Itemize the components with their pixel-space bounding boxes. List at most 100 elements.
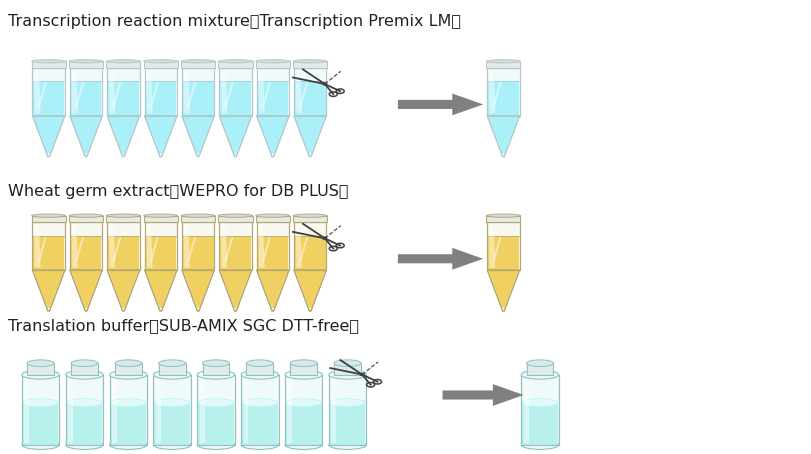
Polygon shape <box>154 403 190 445</box>
Polygon shape <box>241 375 278 445</box>
Ellipse shape <box>69 59 103 63</box>
Polygon shape <box>144 61 178 68</box>
Ellipse shape <box>71 360 98 366</box>
Polygon shape <box>256 222 289 270</box>
Polygon shape <box>257 116 288 153</box>
Ellipse shape <box>197 440 234 449</box>
Polygon shape <box>70 222 102 270</box>
Polygon shape <box>153 375 191 445</box>
Polygon shape <box>181 61 215 68</box>
Polygon shape <box>183 70 190 114</box>
Polygon shape <box>442 384 523 406</box>
Ellipse shape <box>154 399 190 407</box>
Polygon shape <box>71 70 78 114</box>
Polygon shape <box>106 61 140 68</box>
Polygon shape <box>144 270 177 311</box>
Polygon shape <box>294 116 325 153</box>
Ellipse shape <box>32 214 66 217</box>
Polygon shape <box>33 270 64 308</box>
Polygon shape <box>24 377 29 443</box>
Polygon shape <box>144 222 177 270</box>
Polygon shape <box>146 70 152 114</box>
Ellipse shape <box>521 399 557 407</box>
Polygon shape <box>108 236 139 270</box>
Polygon shape <box>145 116 176 153</box>
Polygon shape <box>487 116 519 157</box>
Ellipse shape <box>329 399 365 407</box>
Ellipse shape <box>181 214 215 217</box>
Ellipse shape <box>285 399 321 407</box>
Polygon shape <box>71 270 101 308</box>
Text: Transcription reaction mixture（Transcription Premix LM）: Transcription reaction mixture（Transcrip… <box>8 14 461 29</box>
Ellipse shape <box>22 440 59 449</box>
Polygon shape <box>246 363 273 375</box>
Polygon shape <box>220 116 251 153</box>
Ellipse shape <box>66 440 103 449</box>
Ellipse shape <box>32 59 66 63</box>
Ellipse shape <box>66 370 103 379</box>
Polygon shape <box>294 81 325 116</box>
Polygon shape <box>109 70 115 114</box>
Ellipse shape <box>328 440 366 449</box>
Ellipse shape <box>486 59 520 63</box>
Polygon shape <box>487 270 518 308</box>
Polygon shape <box>526 363 553 375</box>
Ellipse shape <box>27 360 54 366</box>
Polygon shape <box>182 270 214 311</box>
Ellipse shape <box>109 440 147 449</box>
Ellipse shape <box>242 399 277 407</box>
Ellipse shape <box>110 399 146 407</box>
Polygon shape <box>109 375 147 445</box>
Polygon shape <box>33 116 64 153</box>
Polygon shape <box>220 236 251 270</box>
Polygon shape <box>109 225 115 268</box>
Polygon shape <box>258 70 264 114</box>
Polygon shape <box>487 236 518 270</box>
Polygon shape <box>287 377 292 443</box>
Polygon shape <box>295 225 302 268</box>
Ellipse shape <box>106 59 140 63</box>
Ellipse shape <box>328 370 366 379</box>
Polygon shape <box>69 61 103 68</box>
Polygon shape <box>294 270 325 308</box>
Polygon shape <box>220 81 251 116</box>
Polygon shape <box>219 270 251 311</box>
Polygon shape <box>221 225 227 268</box>
Polygon shape <box>294 68 326 116</box>
Ellipse shape <box>153 440 191 449</box>
Polygon shape <box>329 403 365 445</box>
Polygon shape <box>107 116 139 157</box>
Ellipse shape <box>218 59 252 63</box>
Polygon shape <box>202 363 230 375</box>
Polygon shape <box>70 68 102 116</box>
Circle shape <box>323 83 326 85</box>
Polygon shape <box>397 94 483 115</box>
Polygon shape <box>200 377 204 443</box>
Polygon shape <box>156 377 161 443</box>
Polygon shape <box>294 222 326 270</box>
Polygon shape <box>33 81 64 116</box>
Polygon shape <box>256 68 289 116</box>
Polygon shape <box>219 222 251 270</box>
Polygon shape <box>112 377 117 443</box>
Ellipse shape <box>23 399 58 407</box>
Polygon shape <box>108 116 139 153</box>
Ellipse shape <box>109 370 147 379</box>
Text: Translation buffer（SUB-AMIX SGC DTT-free）: Translation buffer（SUB-AMIX SGC DTT-free… <box>8 318 358 333</box>
Polygon shape <box>293 61 327 68</box>
Polygon shape <box>257 236 288 270</box>
Polygon shape <box>181 216 215 222</box>
Ellipse shape <box>158 360 186 366</box>
Polygon shape <box>486 216 520 222</box>
Circle shape <box>323 237 326 239</box>
Polygon shape <box>32 116 65 157</box>
Polygon shape <box>106 216 140 222</box>
Polygon shape <box>218 216 252 222</box>
Polygon shape <box>285 403 321 445</box>
Polygon shape <box>71 236 101 270</box>
Ellipse shape <box>486 214 520 217</box>
Polygon shape <box>257 81 288 116</box>
Polygon shape <box>145 270 176 308</box>
Polygon shape <box>32 270 65 311</box>
Polygon shape <box>107 270 139 311</box>
